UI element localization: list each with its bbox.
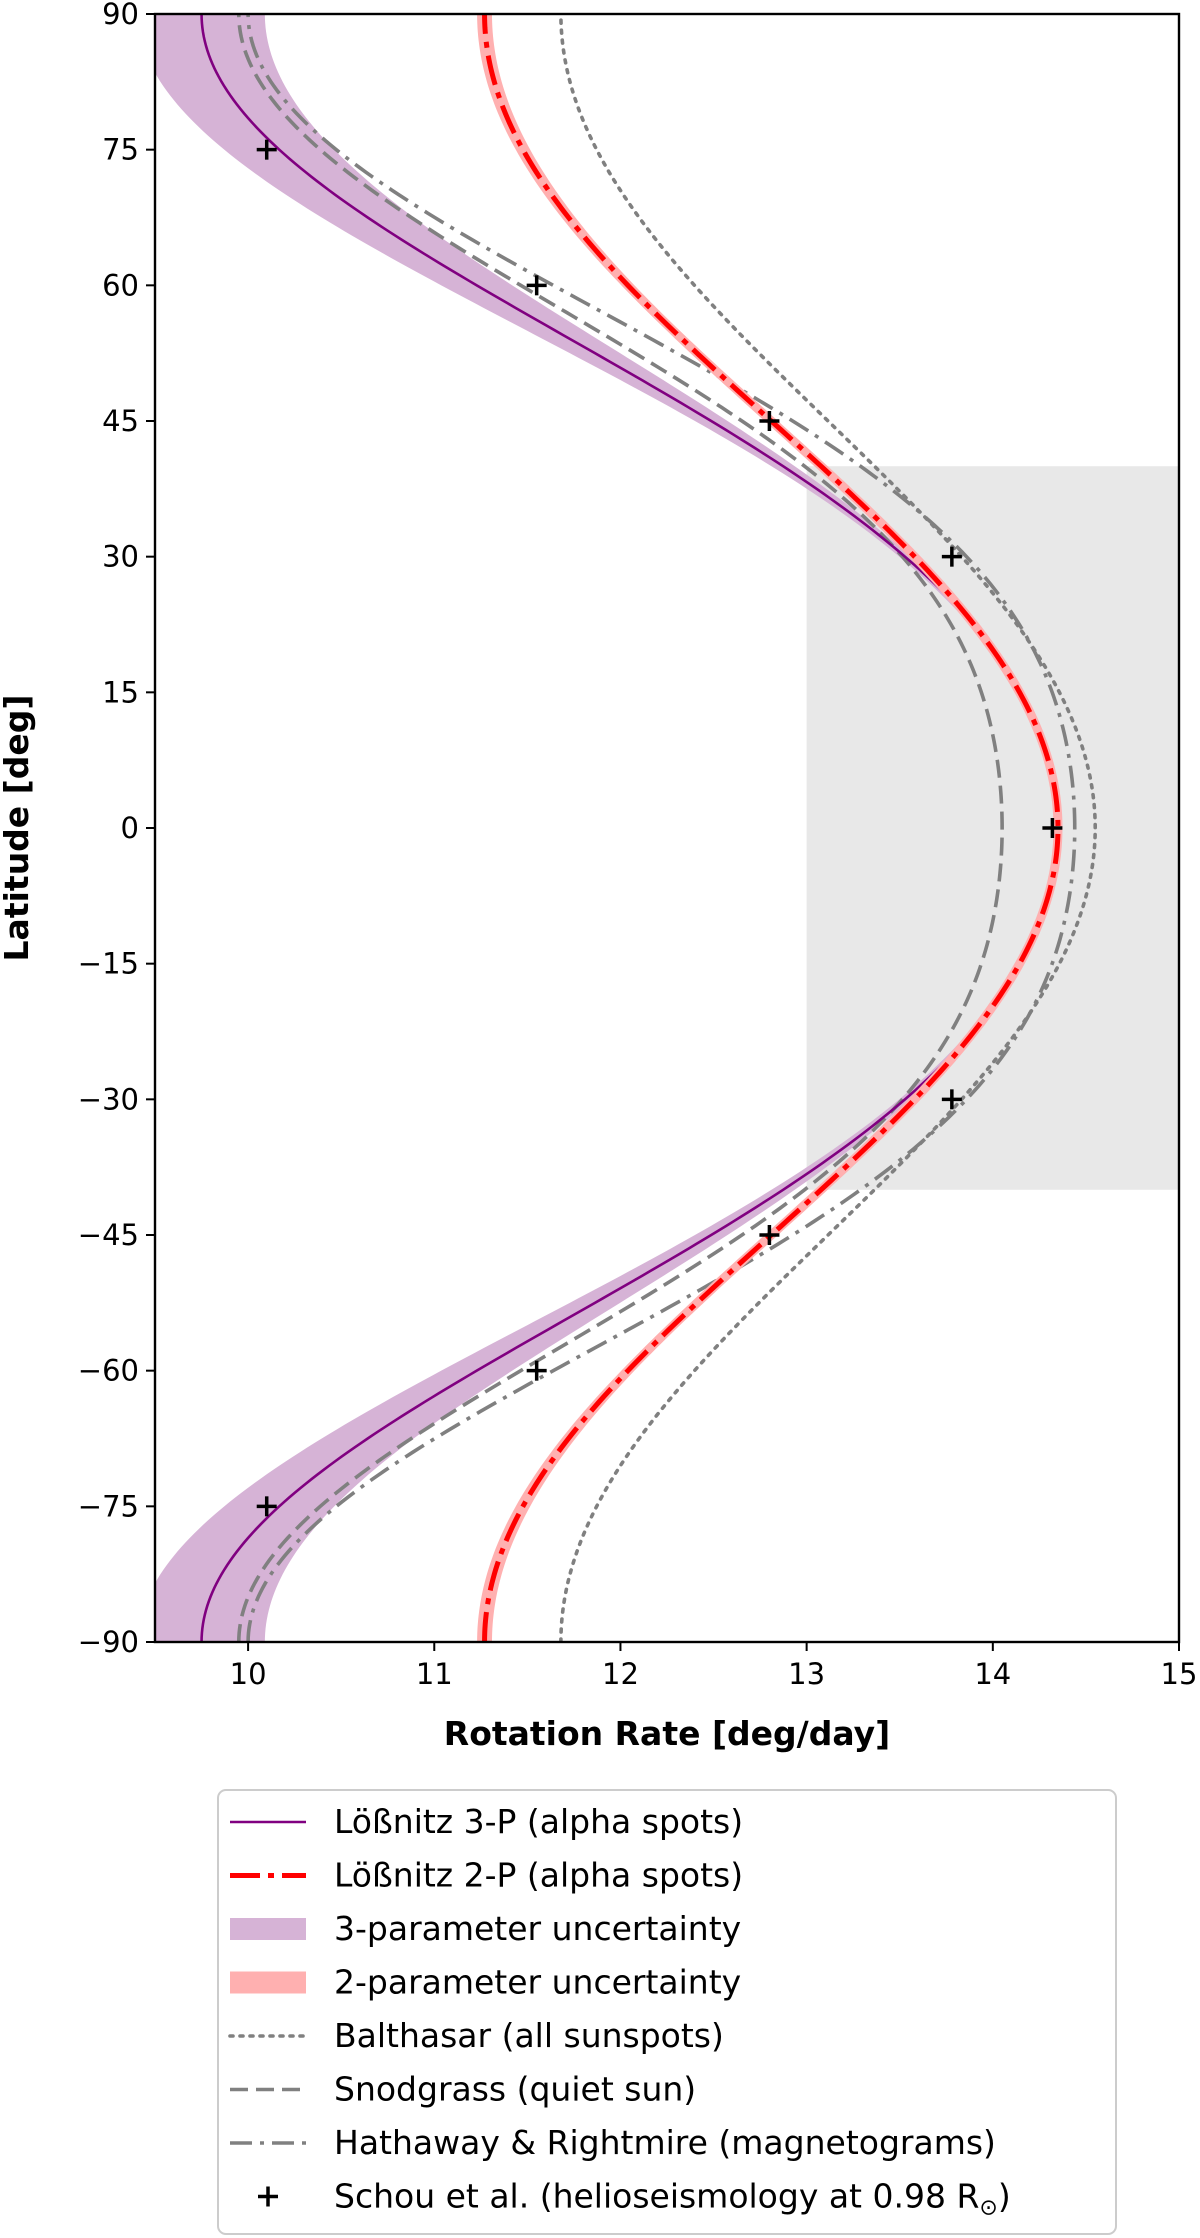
- schou-marker-2: [759, 411, 780, 431]
- y-tick-label: 0: [121, 811, 139, 845]
- legend-entry-hathaway-rightmire-magnetograms: Hathaway & Rightmire (magnetograms): [230, 2123, 996, 2162]
- line-balthasar-all-sunspots: [559, 14, 1098, 1642]
- legend-label: Hathaway & Rightmire (magnetograms): [334, 2123, 996, 2162]
- schou-marker-1: [526, 275, 547, 296]
- y-tick-label: −75: [78, 1489, 139, 1523]
- y-tick-label: −15: [78, 947, 139, 981]
- shaded-region: [806, 466, 1179, 1190]
- line-l-nitz-2-p-alpha-spots: [482, 14, 1061, 1642]
- y-tick-label: 30: [102, 540, 139, 574]
- y-tick-label: 90: [102, 0, 139, 31]
- x-tick-label: 14: [974, 1657, 1011, 1691]
- legend-entry-l-nitz-2-p-alpha-spots: Lößnitz 2-P (alpha spots): [230, 1856, 743, 1895]
- x-tick-label: 13: [788, 1657, 825, 1691]
- x-axis-label: Rotation Rate [deg/day]: [444, 1714, 890, 1753]
- legend-entry-3-parameter-uncertainty: 3-parameter uncertainty: [230, 1909, 741, 1948]
- y-tick-label: −60: [78, 1354, 139, 1388]
- legend-swatch: [230, 1918, 306, 1940]
- schou-marker-6: [759, 1225, 780, 1245]
- legend: Lößnitz 3-P (alpha spots) Lößnitz 2-P (al…: [228, 1802, 1011, 2221]
- schou-marker-5: [941, 1089, 962, 1110]
- schou-marker-8: [256, 1496, 277, 1517]
- x-tick-label: 11: [416, 1657, 453, 1691]
- schou-marker-3: [941, 546, 962, 567]
- y-tick-label: 15: [102, 675, 139, 709]
- x-tick-label: 10: [230, 1657, 267, 1691]
- y-tick-label: −90: [78, 1625, 139, 1659]
- line-hathaway-rightmire-magnetograms: [246, 14, 1077, 1642]
- schou-marker-7: [526, 1360, 547, 1381]
- x-tick-label: 15: [1161, 1657, 1198, 1691]
- legend-label: Lößnitz 3-P (alpha spots): [334, 1802, 743, 1841]
- legend-entry-snodgrass-quiet-sun: Snodgrass (quiet sun): [230, 2070, 696, 2109]
- schou-marker-0: [256, 139, 277, 160]
- y-tick-label: −45: [78, 1218, 139, 1252]
- schou-marker-4: [1042, 818, 1063, 838]
- line-snodgrass-quiet-sun: [236, 14, 1004, 1642]
- x-tick-label: 12: [602, 1657, 639, 1691]
- legend-box: [217, 1789, 1117, 2235]
- legend-label: Snodgrass (quiet sun): [334, 2070, 696, 2109]
- y-tick-label: 75: [102, 133, 139, 167]
- legend-entry-balthasar-all-sunspots: Balthasar (all sunspots): [228, 2016, 724, 2055]
- legend-entry-schou-et-al-helioseismology-at-0-98-r: Schou et al. (helioseismology at 0.98 R⊙…: [258, 2177, 1011, 2221]
- legend-label: Lößnitz 2-P (alpha spots): [334, 1856, 743, 1895]
- shaded-region-rect: [806, 466, 1179, 1190]
- legend-label: Schou et al. (helioseismology at 0.98 R⊙…: [334, 2177, 1011, 2221]
- y-axis-label: Latitude [deg]: [0, 695, 36, 962]
- legend-label: Balthasar (all sunspots): [334, 2016, 724, 2055]
- legend-label: 2-parameter uncertainty: [334, 1963, 741, 2002]
- y-tick-label: 60: [102, 268, 139, 302]
- legend-entry-l-nitz-3-p-alpha-spots: Lößnitz 3-P (alpha spots): [230, 1802, 743, 1841]
- y-tick-label: −30: [78, 1082, 139, 1116]
- legend-swatch: [230, 1971, 306, 1994]
- legend-entry-2-parameter-uncertainty: 2-parameter uncertainty: [230, 1963, 741, 2002]
- y-tick-label: 45: [102, 404, 139, 438]
- legend-label: 3-parameter uncertainty: [334, 1909, 741, 1948]
